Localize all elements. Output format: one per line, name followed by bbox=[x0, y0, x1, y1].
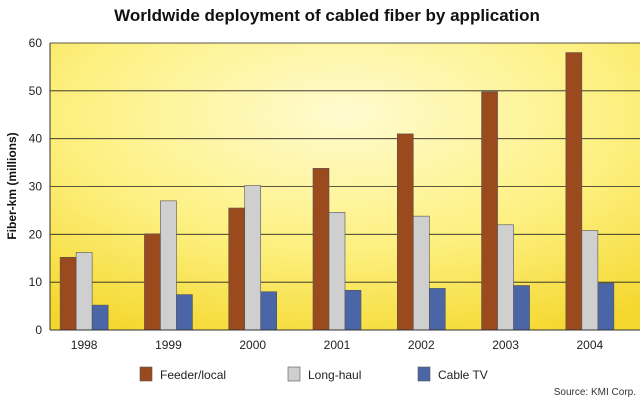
y-tick-label: 20 bbox=[29, 227, 43, 241]
bar-long-haul-1998 bbox=[75, 252, 93, 331]
x-tick-label: 2000 bbox=[239, 338, 266, 352]
bar-cable-tv-2000 bbox=[260, 291, 278, 331]
bar-cable-tv-2003 bbox=[513, 285, 530, 331]
y-tick-label: 40 bbox=[29, 132, 43, 146]
y-tick-label: 60 bbox=[29, 36, 43, 50]
bars bbox=[59, 52, 615, 331]
bar-long-haul-1999 bbox=[160, 200, 177, 331]
legend-label: Cable TV bbox=[438, 368, 488, 382]
bar-feeder-local-2004 bbox=[565, 52, 583, 331]
bar-long-haul-2001 bbox=[328, 212, 346, 331]
x-tick-label: 2003 bbox=[492, 338, 519, 352]
bar-feeder-local-1999 bbox=[144, 233, 161, 331]
y-tick-label: 0 bbox=[35, 323, 42, 337]
bar-cable-tv-1999 bbox=[176, 294, 193, 331]
y-tick-label: 50 bbox=[29, 84, 43, 98]
legend-swatch bbox=[139, 366, 153, 382]
bar-cable-tv-2002 bbox=[428, 288, 446, 331]
bar-feeder-local-2002 bbox=[396, 133, 414, 331]
y-axis-label: Fiber-km (millions) bbox=[5, 132, 19, 239]
x-tick-label: 1999 bbox=[155, 338, 182, 352]
x-tick-label: 1998 bbox=[71, 338, 98, 352]
bar-cable-tv-1998 bbox=[91, 304, 109, 331]
y-axis-ticks: 0 10 20 30 40 50 60 bbox=[29, 36, 43, 337]
x-axis-ticks: 1998 1999 2000 2001 2002 2003 2004 bbox=[71, 338, 604, 352]
bar-feeder-local-2001 bbox=[312, 168, 330, 331]
y-tick-label: 10 bbox=[29, 275, 43, 289]
legend-swatch bbox=[417, 366, 431, 382]
bar-long-haul-2003 bbox=[497, 224, 514, 331]
bar-feeder-local-1998 bbox=[59, 256, 77, 331]
y-tick-label: 30 bbox=[29, 180, 43, 194]
legend-label: Long-haul bbox=[308, 368, 361, 382]
legend-label: Feeder/local bbox=[160, 368, 226, 382]
x-tick-label: 2001 bbox=[324, 338, 351, 352]
legend: Feeder/local Long-haul Cable TV bbox=[139, 366, 488, 382]
x-tick-label: 2004 bbox=[577, 338, 604, 352]
bar-feeder-local-2003 bbox=[481, 91, 498, 331]
bar-cable-tv-2004 bbox=[597, 282, 615, 331]
bar-long-haul-2004 bbox=[581, 230, 599, 331]
bar-long-haul-2002 bbox=[412, 215, 430, 331]
x-tick-label: 2002 bbox=[408, 338, 435, 352]
bar-cable-tv-2001 bbox=[344, 289, 362, 331]
legend-swatch bbox=[287, 366, 301, 382]
chart-title: Worldwide deployment of cabled fiber by … bbox=[114, 6, 540, 25]
bar-feeder-local-2000 bbox=[228, 207, 246, 331]
source-note: Source: KMI Corp. bbox=[554, 387, 636, 398]
bar-long-haul-2000 bbox=[244, 185, 262, 331]
